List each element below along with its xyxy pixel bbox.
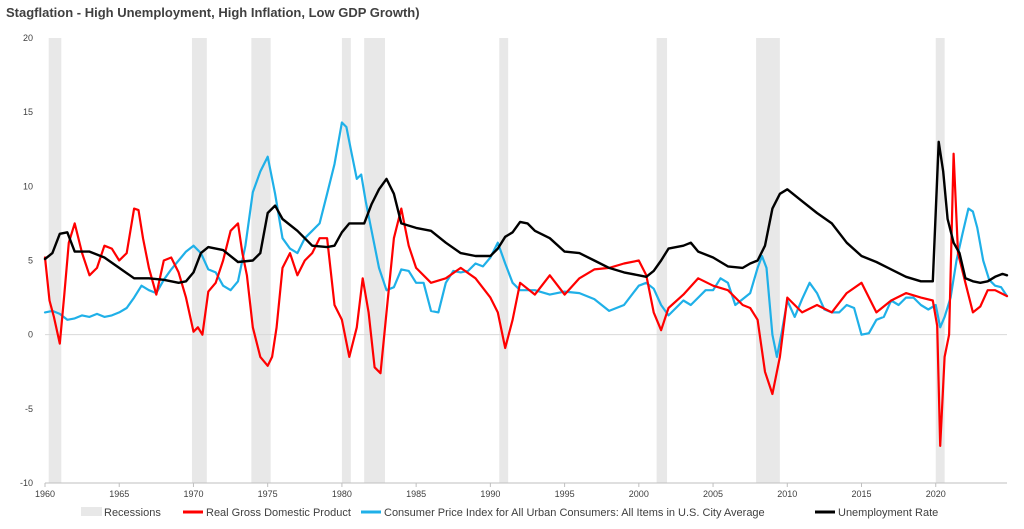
y-tick-label: 20	[23, 33, 33, 43]
legend: Recessions Real Gross Domestic Product Con…	[81, 507, 938, 519]
x-tick-label: 1995	[555, 489, 575, 499]
y-tick-label: 5	[28, 256, 33, 266]
x-tick-label: 2000	[629, 489, 649, 499]
recession-band	[756, 38, 780, 483]
recession-bands	[48, 38, 945, 483]
legend-swatch-recessions	[81, 507, 102, 516]
x-tick-label: 1985	[406, 489, 426, 499]
recession-band	[341, 38, 351, 483]
x-tick-label: 2015	[851, 489, 871, 499]
x-tick-label: 1965	[109, 489, 129, 499]
series-line-0	[43, 152, 1009, 447]
legend-label-series-1: Consumer Price Index for All Urban Consu…	[384, 507, 765, 519]
y-tick-label: -10	[20, 478, 33, 488]
y-tick-label: 15	[23, 107, 33, 117]
recession-band	[191, 38, 207, 483]
chart-title: Stagflation - High Unemployment, High In…	[6, 5, 420, 20]
x-tick-label: 2020	[926, 489, 946, 499]
recession-band	[364, 38, 385, 483]
legend-label-series-2: Unemployment Rate	[838, 507, 938, 519]
series-lines	[43, 121, 1009, 447]
recession-band	[935, 38, 945, 483]
x-tick-label: 1990	[480, 489, 500, 499]
x-tick-label: 1970	[183, 489, 203, 499]
legend-label-series-0: Real Gross Domestic Product	[206, 507, 351, 519]
axes: -10 -5 0 5 10 15 20 1960 1965 1970 1975 1980 1985 199…	[20, 33, 1007, 499]
series-line-1	[43, 121, 1009, 358]
recession-band	[48, 38, 62, 483]
y-tick-label: 10	[23, 181, 33, 191]
recession-band	[251, 38, 271, 483]
x-tick-label: 1960	[35, 489, 55, 499]
series-line-2	[43, 140, 1009, 284]
x-tick-label: 2010	[777, 489, 797, 499]
x-tick-label: 2005	[703, 489, 723, 499]
x-tick-label: 1975	[258, 489, 278, 499]
y-tick-label: 0	[28, 330, 33, 340]
legend-label-recessions: Recessions	[104, 507, 161, 519]
x-tick-label: 1980	[332, 489, 352, 499]
y-tick-label: -5	[25, 404, 33, 414]
